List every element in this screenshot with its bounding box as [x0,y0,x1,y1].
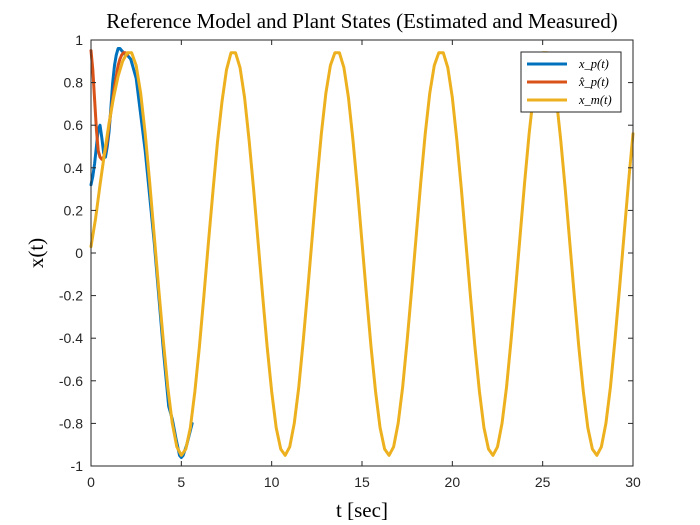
y-axis-label: x(t) [24,238,48,268]
y-tick-label: -0.4 [59,330,83,346]
y-tick-label: -0.2 [59,288,83,304]
y-tick-label: -1 [71,458,84,474]
y-tick-label: 1 [75,32,83,48]
x-tick-label: 5 [177,474,185,490]
x-tick-label: 0 [87,474,95,490]
legend-label-0: x_p(t) [578,57,609,71]
y-tick-label: 0.8 [64,75,84,91]
y-tick-label: 0.4 [64,160,84,176]
legend: x_p(t) x̂_p(t) x_m(t) [520,51,622,113]
y-tick-label: 0 [75,245,83,261]
legend-label-1: x̂_p(t) [578,75,609,89]
chart-title: Reference Model and Plant States (Estima… [106,9,617,33]
x-tick-label: 25 [535,474,551,490]
x-axis-label: t [sec] [336,498,388,522]
legend-label-2: x_m(t) [578,93,612,107]
y-tick-label: 0.6 [64,117,84,133]
x-tick-label: 30 [625,474,641,490]
x-tick-label: 10 [264,474,280,490]
axes: 0 5 10 15 20 25 30 -1 -0.8 -0.6 -0.4 -0.2 0 0.2 0.4 0.6… [59,32,641,490]
y-tick-label: -0.6 [59,373,83,389]
y-tick-label: 0.2 [64,202,84,218]
y-tick-label: -0.8 [59,415,83,431]
x-tick-label: 20 [445,474,461,490]
x-tick-label: 15 [354,474,370,490]
